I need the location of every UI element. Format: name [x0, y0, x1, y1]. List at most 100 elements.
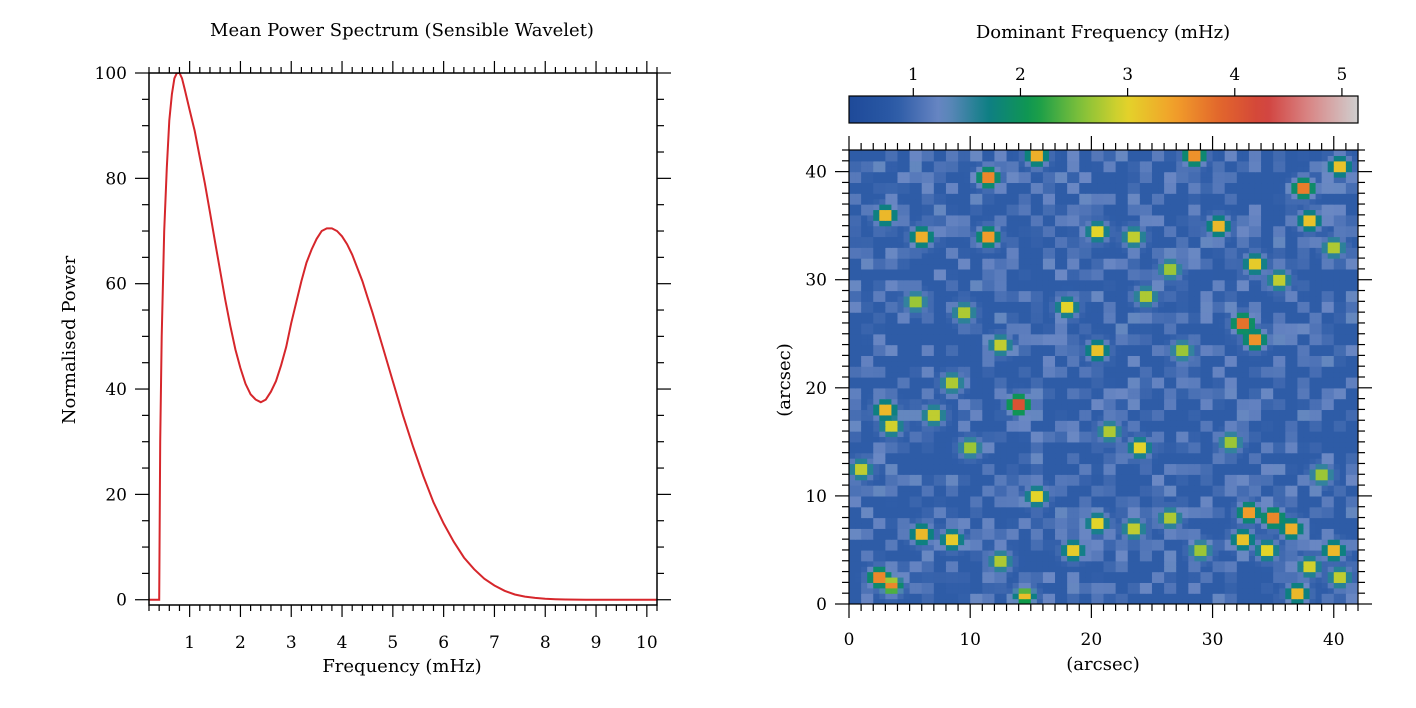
heatmap-cell [1030, 593, 1038, 600]
heatmap-cell [1067, 560, 1074, 567]
heatmap-cell [976, 576, 983, 583]
heatmap-cell [994, 436, 1002, 443]
heatmap-cell [1170, 339, 1177, 346]
heatmap-cell [1194, 436, 1202, 443]
heatmap-cell [970, 539, 977, 546]
heatmap-cell [1115, 425, 1123, 432]
heatmap-cell [1176, 301, 1183, 308]
heatmap-cell [976, 404, 983, 411]
heatmap-cell [861, 355, 868, 362]
heatmap-cell [1248, 333, 1256, 340]
heatmap-cell [891, 576, 899, 583]
heatmap-cell [1018, 490, 1026, 497]
heatmap-cell [1085, 317, 1092, 324]
heatmap-cell [1109, 382, 1117, 389]
heatmap-cell [867, 344, 874, 351]
heatmap-cell [1139, 441, 1147, 448]
heatmap-cell [1097, 495, 1105, 502]
heatmap-cell [1170, 490, 1177, 497]
heatmap-cell [1200, 533, 1208, 540]
heatmap-cell [1248, 349, 1256, 356]
heatmap-cell [1333, 582, 1341, 589]
heatmap-cell [1224, 555, 1232, 562]
heatmap-cell [1042, 517, 1050, 524]
heatmap-cell [1115, 463, 1123, 470]
heatmap-cell [1345, 571, 1353, 578]
heatmap-cell [1036, 328, 1044, 335]
heatmap-cell [1273, 414, 1280, 421]
heatmap-cell [909, 533, 917, 540]
heatmap-cell [1339, 549, 1347, 556]
heatmap-cell [921, 533, 929, 540]
heatmap-cell [921, 587, 929, 594]
heatmap-cell [915, 598, 923, 604]
heatmap-cell [1224, 349, 1232, 356]
heatmap-cell [1291, 420, 1299, 427]
heatmap-cell [1024, 501, 1032, 508]
heatmap-cell [982, 587, 989, 594]
heatmap-cell [1061, 506, 1068, 513]
heatmap-cell [1333, 501, 1341, 508]
heatmap-cell [1139, 409, 1147, 416]
heatmap-cell [1085, 420, 1092, 427]
heatmap-cell [897, 468, 905, 475]
heatmap-cell [1279, 328, 1286, 335]
heatmap-cell [1291, 598, 1299, 604]
heatmap-cell [1351, 490, 1358, 497]
heatmap-cell [1224, 322, 1232, 329]
heatmap-cell [1273, 382, 1280, 389]
heatmap-cell [1273, 349, 1280, 356]
heatmap-cell [958, 539, 965, 546]
heatmap-cell [1079, 517, 1086, 524]
heatmap-cell [1127, 306, 1135, 313]
heatmap-cell [1176, 431, 1183, 438]
heatmap-cell [1254, 414, 1262, 421]
heatmap-cell [1303, 436, 1311, 443]
heatmap-cell [1351, 312, 1358, 319]
heatmap-cell [1115, 436, 1123, 443]
heatmap-cell [1164, 447, 1171, 454]
heatmap-cell [1351, 506, 1358, 513]
heatmap-cell [1297, 393, 1305, 400]
heatmap-cell [1248, 322, 1256, 329]
heatmap-cell [1351, 539, 1358, 546]
heatmap-cell [1127, 528, 1135, 535]
heatmap-cell [1242, 533, 1250, 540]
heatmap-cell [1164, 560, 1171, 567]
heatmap-cell [1000, 522, 1008, 529]
heatmap-cell [1164, 458, 1171, 465]
heatmap-cell [1151, 414, 1159, 421]
heatmap-cell [1303, 312, 1311, 319]
heatmap-cell [1012, 576, 1020, 583]
heatmap-cell [1321, 533, 1329, 540]
heatmap-cell [1000, 555, 1008, 562]
heatmap-cell [849, 317, 856, 324]
heatmap-cell [1000, 533, 1008, 540]
heatmap-cell [1061, 479, 1068, 486]
heatmap-cell [964, 560, 971, 567]
heatmap-cell [1273, 549, 1280, 556]
heatmap-cell [1303, 344, 1311, 351]
heatmap-cell [1018, 322, 1026, 329]
heatmap-cell [982, 549, 989, 556]
heatmap-cell [885, 333, 893, 340]
heatmap-cell [927, 479, 935, 486]
heatmap-cell [921, 322, 929, 329]
heatmap-cell [1067, 366, 1074, 373]
heatmap-cell [1242, 431, 1250, 438]
heatmap-cell [1194, 301, 1202, 308]
heatmap-cell [1158, 463, 1165, 470]
heatmap-cell [1097, 425, 1105, 432]
heatmap-cell [891, 474, 899, 481]
heatmap-cell [1188, 587, 1195, 594]
heatmap-cell [861, 333, 868, 340]
heatmap-cell [939, 474, 947, 481]
heatmap-cell [1236, 495, 1244, 502]
heatmap-cell [945, 306, 953, 313]
heatmap-cell [994, 409, 1002, 416]
heatmap-cell [879, 544, 886, 551]
heatmap-cell [970, 501, 977, 508]
heatmap-cell [1103, 539, 1111, 546]
heatmap-cell [1079, 506, 1086, 513]
heatmap-cell [1212, 355, 1220, 362]
